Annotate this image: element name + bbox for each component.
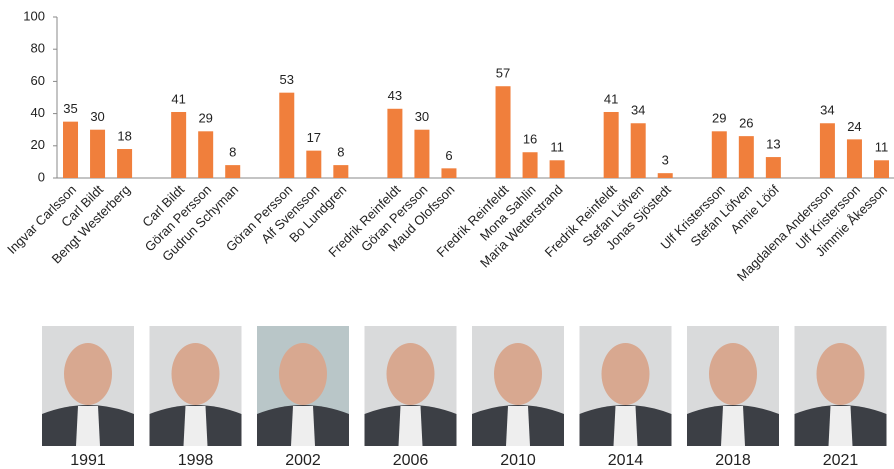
y-tick-label: 20 <box>31 137 45 152</box>
y-tick-label: 100 <box>23 8 45 23</box>
portrait-shirt <box>184 406 208 446</box>
value-label: 13 <box>766 137 780 152</box>
portrait-face <box>602 343 650 405</box>
year-label: 1998 <box>178 452 214 469</box>
y-tick-label: 60 <box>31 73 45 88</box>
portrait <box>42 326 134 446</box>
bar <box>171 112 186 178</box>
value-label: 30 <box>90 109 104 124</box>
portrait-face <box>494 343 542 405</box>
value-label: 16 <box>523 132 537 147</box>
year-label: 2018 <box>715 452 751 469</box>
portrait <box>150 326 242 446</box>
bar <box>874 160 889 178</box>
bar <box>279 93 294 178</box>
bar <box>631 123 646 178</box>
value-label: 11 <box>550 140 564 155</box>
portrait-shirt <box>721 406 745 446</box>
year-label: 2002 <box>285 452 321 469</box>
portrait-shirt <box>76 406 100 446</box>
value-label: 8 <box>229 145 236 160</box>
portrait-face <box>279 343 327 405</box>
value-label: 29 <box>712 111 726 126</box>
value-label: 6 <box>445 148 452 163</box>
year-label: 2006 <box>393 452 429 469</box>
value-label: 53 <box>280 72 294 87</box>
bar <box>712 131 727 178</box>
portrait <box>472 326 564 446</box>
year-label: 2021 <box>823 452 859 469</box>
value-label: 11 <box>875 140 889 155</box>
value-label: 29 <box>198 111 212 126</box>
chart: 02040608010035Ingvar Carlsson30Carl Bild… <box>0 0 894 469</box>
value-label: 8 <box>337 145 344 160</box>
bar <box>523 152 538 178</box>
bar <box>658 173 673 178</box>
bar <box>496 86 511 178</box>
portrait-shirt <box>829 406 853 446</box>
value-label: 26 <box>739 116 753 131</box>
bar <box>739 136 754 178</box>
bar <box>550 160 565 178</box>
value-label: 35 <box>63 101 77 116</box>
bar <box>333 165 348 178</box>
bar <box>117 149 132 178</box>
bar <box>766 157 781 178</box>
portrait <box>365 326 457 446</box>
portrait-shirt <box>399 406 423 446</box>
portrait-face <box>709 343 757 405</box>
bar <box>198 131 213 178</box>
value-label: 41 <box>604 91 618 106</box>
value-label: 17 <box>307 130 321 145</box>
year-label: 1991 <box>70 452 106 469</box>
portrait-face <box>64 343 112 405</box>
portrait <box>257 326 349 446</box>
year-label: 2010 <box>500 452 536 469</box>
portrait-shirt <box>291 406 315 446</box>
value-label: 24 <box>847 119 861 134</box>
value-label: 57 <box>496 66 510 81</box>
portrait-shirt <box>506 406 530 446</box>
bar <box>847 139 862 178</box>
bar <box>414 130 429 178</box>
value-label: 3 <box>662 153 669 168</box>
y-tick-label: 80 <box>31 41 45 56</box>
y-tick-label: 40 <box>31 105 45 120</box>
value-label: 30 <box>415 109 429 124</box>
portrait-face <box>817 343 865 405</box>
value-label: 43 <box>388 88 402 103</box>
bar <box>441 168 456 178</box>
bar <box>387 109 402 178</box>
portrait-shirt <box>614 406 638 446</box>
portrait <box>795 326 887 446</box>
value-label: 18 <box>117 128 131 143</box>
bar <box>820 123 835 178</box>
value-label: 34 <box>820 103 834 118</box>
portrait-face <box>387 343 435 405</box>
bar <box>306 151 321 178</box>
bar <box>225 165 240 178</box>
portrait-face <box>172 343 220 405</box>
bar <box>63 122 78 178</box>
portrait <box>687 326 779 446</box>
portrait <box>580 326 672 446</box>
value-label: 41 <box>171 91 185 106</box>
y-tick-label: 0 <box>38 169 45 184</box>
value-label: 34 <box>631 103 645 118</box>
bar <box>90 130 105 178</box>
year-label: 2014 <box>608 452 644 469</box>
bar <box>604 112 619 178</box>
